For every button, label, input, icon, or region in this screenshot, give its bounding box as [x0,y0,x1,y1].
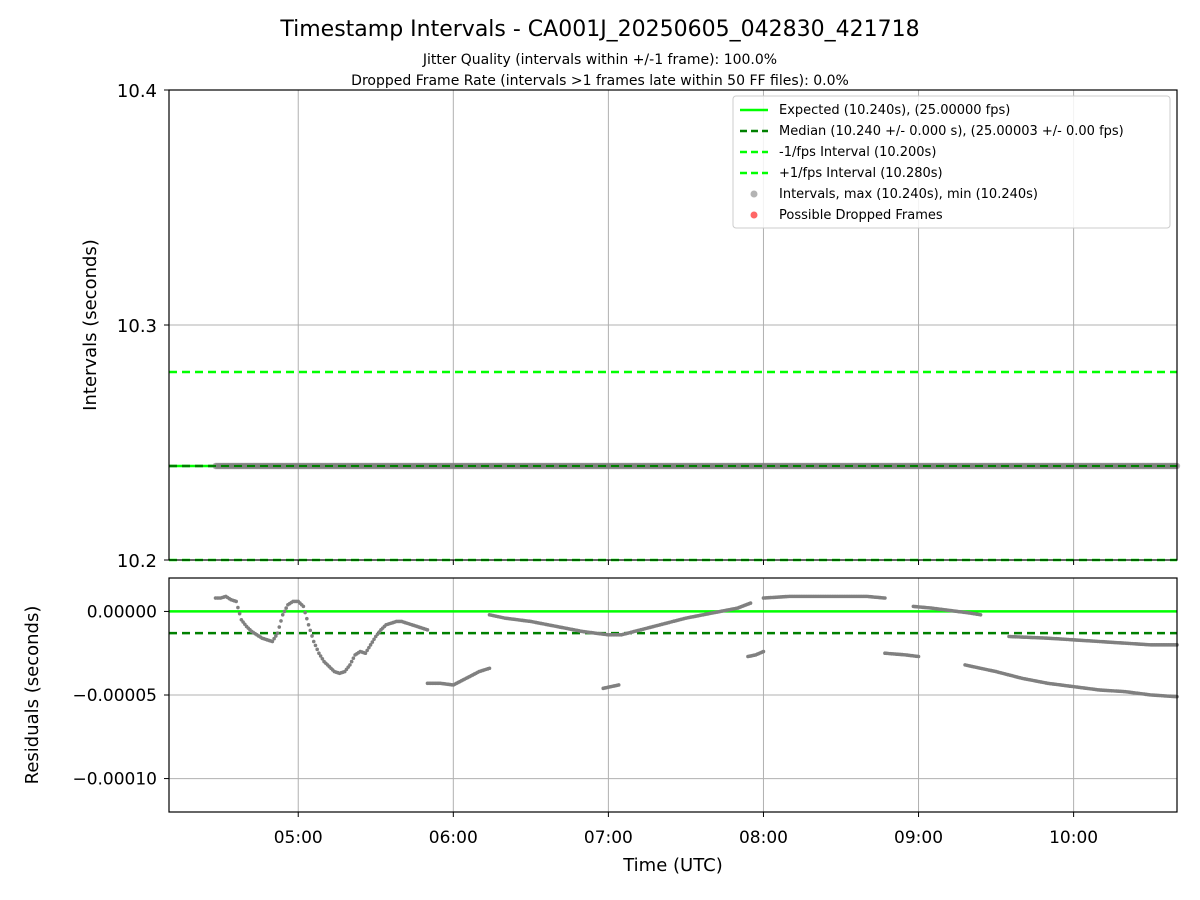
bottom-residual-points [213,594,1179,699]
bottom-reference-lines [169,610,1177,635]
top-x-ticks [297,560,1075,565]
residual-point [349,659,354,664]
x-tick-label: 05:00 [274,828,323,848]
bottom-x-ticks: 05:00 06:00 07:00 08:00 09:00 10:00 [274,812,1098,848]
residual-point [270,639,275,644]
residual-point [234,599,238,604]
residual-point [282,609,287,614]
top-y-ticks: 10.2 10.3 10.4 [117,81,169,572]
residual-point [236,605,240,610]
residual-point [272,636,276,641]
residual-point [306,623,311,627]
legend-box [732,95,1171,229]
residual-point [320,656,325,661]
top-y-tick-label: 10.3 [117,316,157,337]
bottom-y-axis-label: Residuals (seconds) [22,606,43,785]
legend-minus-fps-label: -1/fps Interval (10.200s) [779,145,936,160]
residual-point [748,601,753,605]
residual-point [916,654,921,659]
residual-point [367,645,371,650]
chart-subtitle-jitter: Jitter Quality (intervals within +/-1 fr… [422,52,777,68]
residual-point [274,634,278,638]
bottom-x-axis-label: Time (UTC) [622,855,723,876]
bottom-y-tick-label: 0.00000 [87,602,157,622]
top-interval-points [169,462,1181,470]
residual-point [301,604,306,609]
residual-point [487,666,492,671]
x-tick-label: 09:00 [894,828,943,848]
residual-point [351,656,356,661]
residual-point [313,643,318,648]
legend-expected-label: Expected (10.240s), (25.00000 fps) [779,103,1010,118]
x-tick-label: 06:00 [429,828,478,848]
residual-point [305,616,309,621]
x-tick-label: 07:00 [584,828,633,848]
residual-point [237,611,242,616]
x-tick-label: 10:00 [1049,828,1098,848]
residual-point [317,651,321,656]
residual-point [365,648,369,653]
chart-subtitle-dropped: Dropped Frame Rate (intervals >1 frames … [351,73,849,89]
bottom-y-ticks: 0.00000 −0.00005 −0.00010 [72,602,169,790]
legend-dropped-label: Possible Dropped Frames [779,208,943,223]
legend-median-label: Median (10.240 +/- 0.000 s), (25.00003 +… [779,124,1124,139]
top-y-tick-label: 10.2 [117,551,157,572]
residual-point [883,596,887,600]
residual-point [363,651,368,656]
bottom-grid [169,578,1177,812]
residual-point [279,619,283,623]
residual-point [348,663,352,667]
residual-point [277,625,282,629]
bottom-y-tick-label: −0.00010 [72,770,157,790]
legend-plus-fps-label: +1/fps Interval (10.280s) [779,166,943,181]
residual-point [275,631,280,635]
residual-point [761,649,766,654]
residual-point [315,647,319,652]
residual-point [368,643,373,647]
residual-point [616,683,621,687]
x-tick-label: 08:00 [739,828,788,848]
chart-title: Timestamp Intervals - CA001J_20250605_04… [279,17,919,42]
legend-intervals-swatch [750,190,758,198]
residual-point [303,610,307,615]
residual-point [308,628,313,633]
residual-point [425,628,430,632]
residual-point [284,606,288,610]
top-y-tick-label: 10.4 [117,81,157,102]
legend: Expected (10.240s), (25.00000 fps) Media… [732,95,1171,229]
residual-point [318,654,323,658]
residual-point [372,637,376,642]
residual-point [978,612,983,617]
residual-point [310,634,314,638]
residual-point [311,639,316,644]
bottom-y-tick-label: −0.00005 [72,686,157,706]
legend-intervals-label: Intervals, max (10.240s), min (10.240s) [779,187,1038,202]
legend-dropped-swatch [750,211,758,219]
top-y-axis-label: Intervals (seconds) [80,239,101,411]
residual-point [280,612,285,617]
residual-point [370,640,375,644]
